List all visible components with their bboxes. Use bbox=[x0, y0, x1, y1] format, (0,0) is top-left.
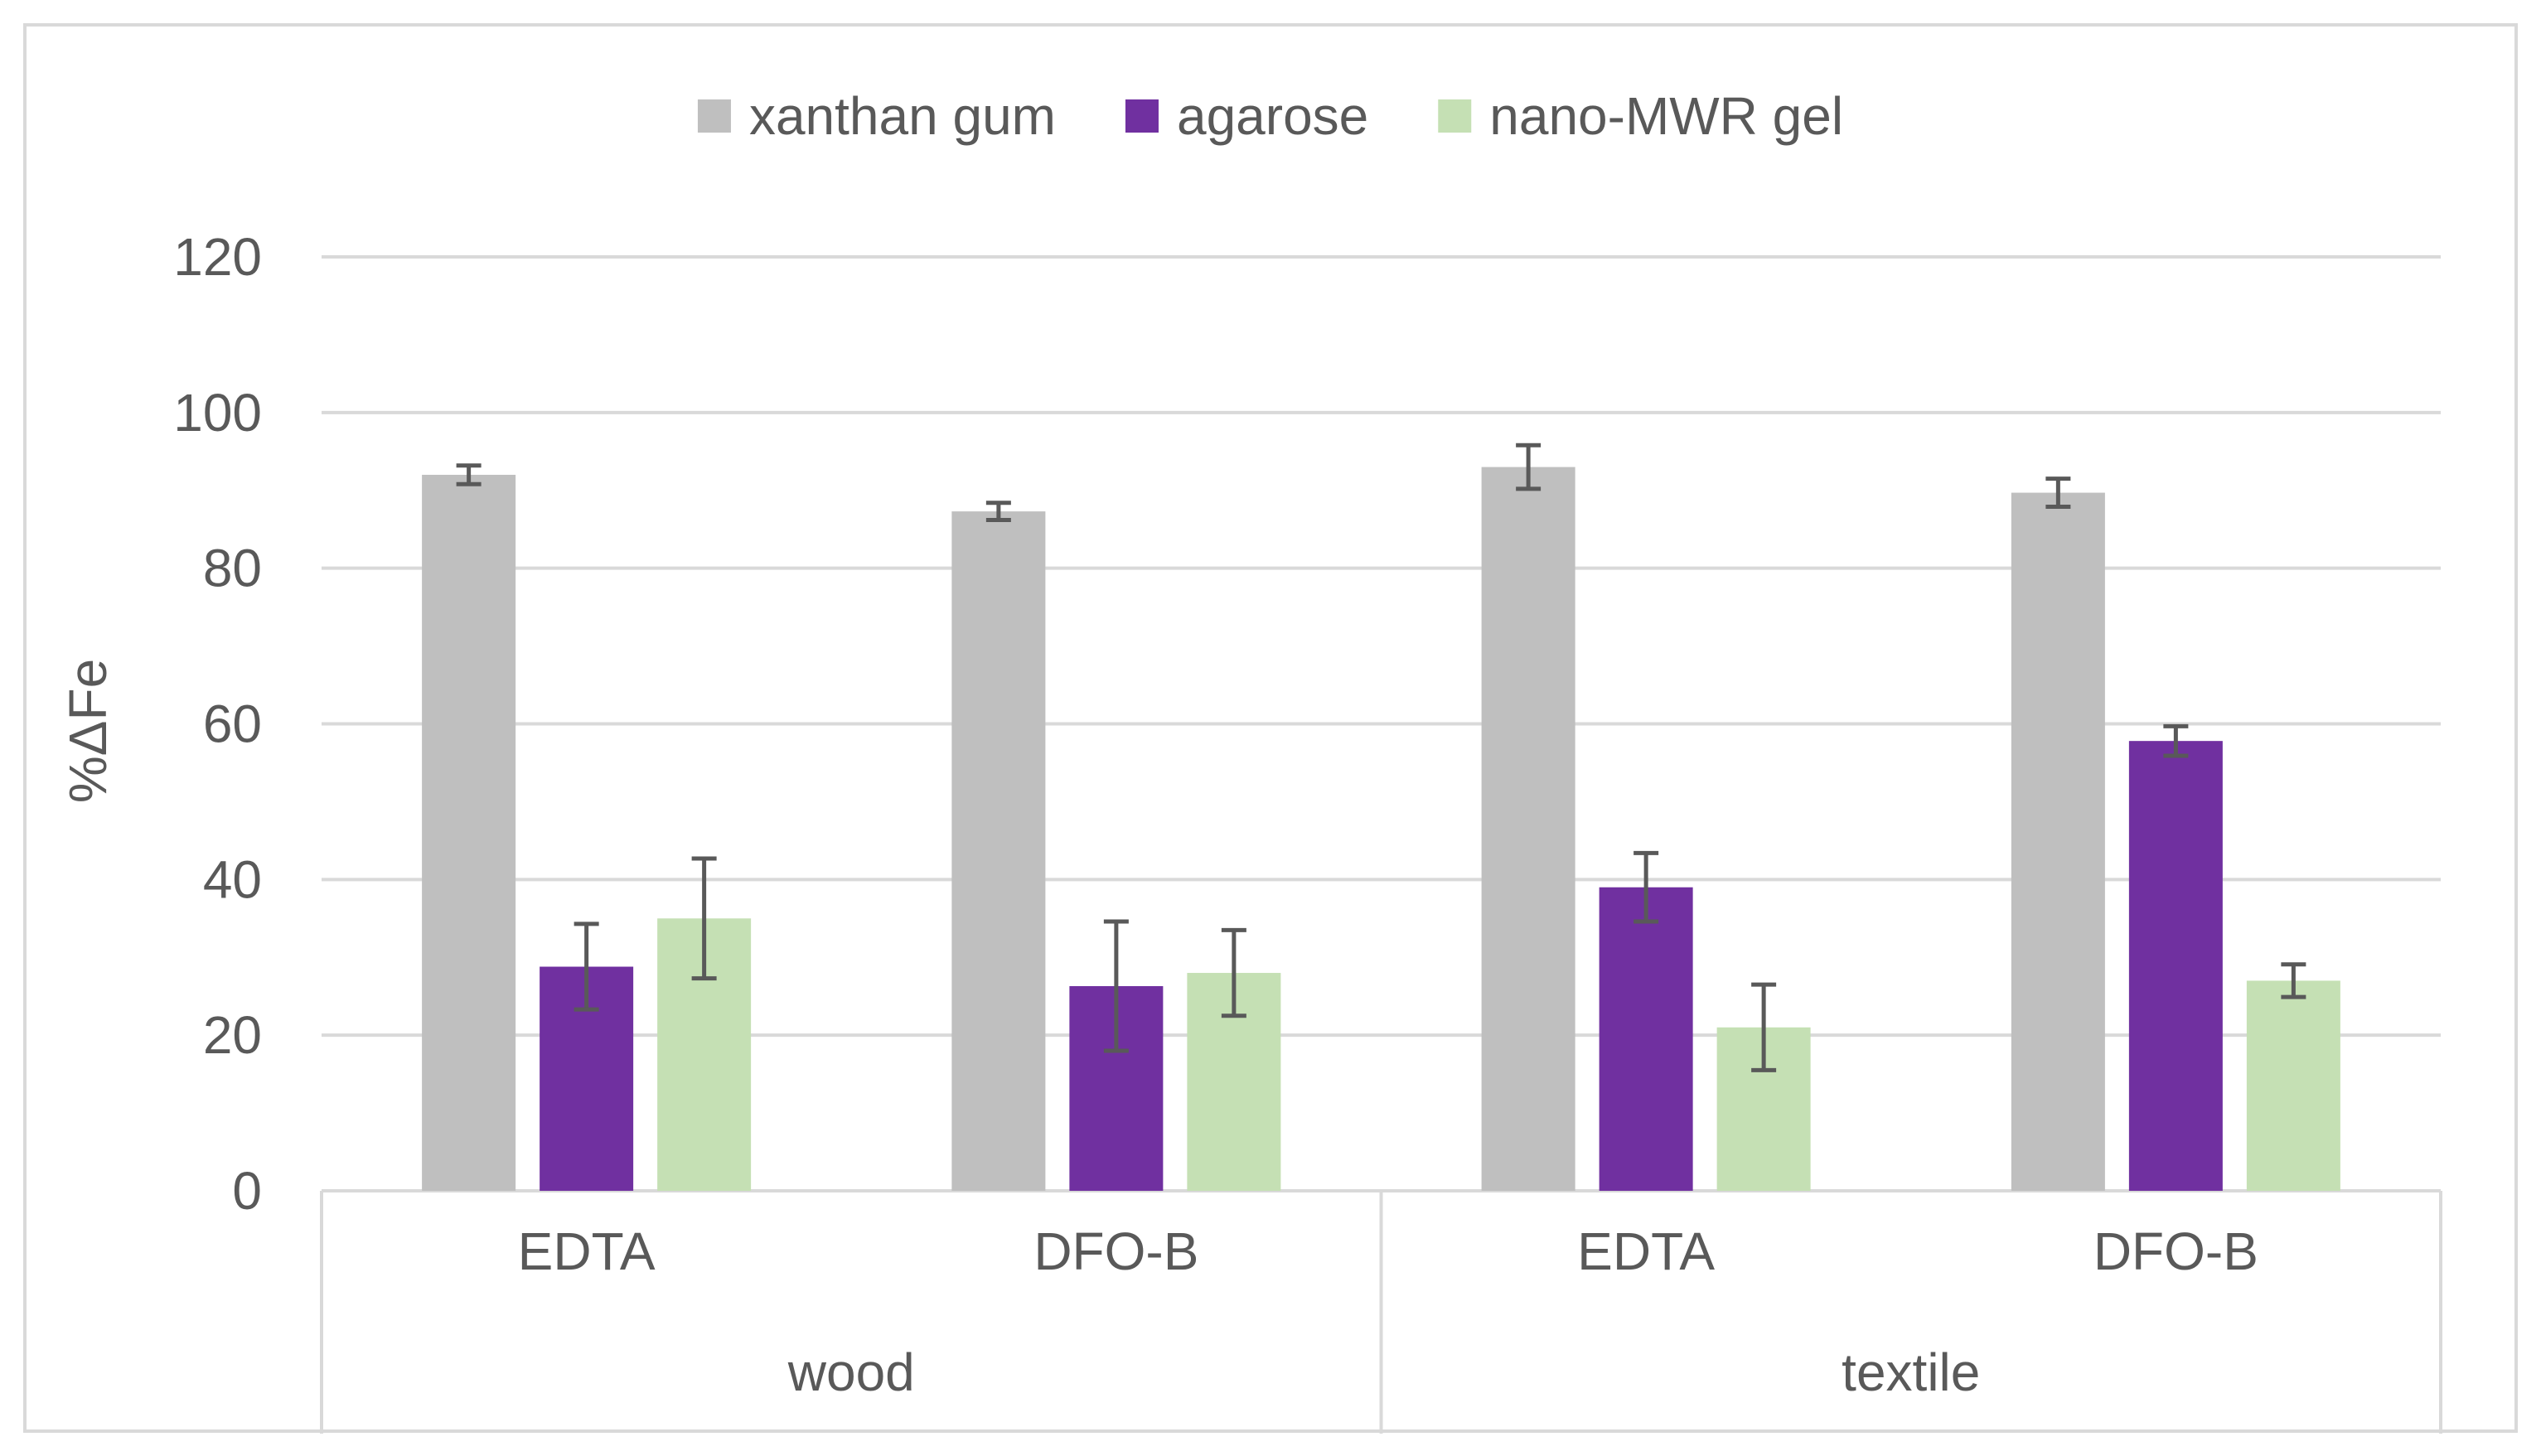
bar bbox=[1481, 467, 1575, 1191]
y-tick-label: 60 bbox=[203, 694, 262, 754]
bar bbox=[2128, 741, 2223, 1191]
x-tick-label: EDTA bbox=[1577, 1221, 1715, 1281]
y-tick-label: 100 bbox=[173, 383, 262, 443]
legend-swatch bbox=[1438, 99, 1472, 133]
legend-swatch bbox=[1125, 99, 1159, 133]
chart-background bbox=[23, 23, 2518, 1433]
x-tick-label: DFO-B bbox=[1033, 1221, 1198, 1281]
y-tick-label: 80 bbox=[203, 539, 262, 598]
legend-label: agarose bbox=[1177, 86, 1368, 146]
y-tick-label: 0 bbox=[232, 1161, 262, 1221]
legend: xanthan gum agarose nano-MWR gel bbox=[697, 86, 1843, 146]
bars bbox=[422, 467, 2340, 1191]
y-tick-labels: 0 20 40 60 80 100 120 bbox=[173, 227, 262, 1221]
legend-label: nano-MWR gel bbox=[1489, 86, 1843, 146]
x-tick-label: EDTA bbox=[518, 1221, 656, 1281]
x-tick-label: DFO-B bbox=[2093, 1221, 2258, 1281]
bar bbox=[2011, 492, 2105, 1191]
error-bars bbox=[456, 443, 2306, 1072]
legend-swatch bbox=[697, 99, 731, 133]
bar bbox=[1599, 887, 1693, 1191]
bar bbox=[951, 511, 1046, 1191]
group-label: wood bbox=[787, 1342, 915, 1402]
y-tick-label: 20 bbox=[203, 1005, 262, 1065]
y-tick-label: 120 bbox=[173, 227, 262, 287]
group-label: textile bbox=[1842, 1342, 1980, 1402]
x-tick-labels: EDTA DFO-B EDTA DFO-B wood textile bbox=[518, 1221, 2258, 1402]
y-tick-label: 40 bbox=[203, 849, 262, 909]
bar bbox=[2246, 980, 2340, 1191]
legend-label: xanthan gum bbox=[749, 86, 1056, 146]
y-axis-label: %ΔFe bbox=[58, 659, 118, 803]
bar bbox=[422, 474, 516, 1191]
